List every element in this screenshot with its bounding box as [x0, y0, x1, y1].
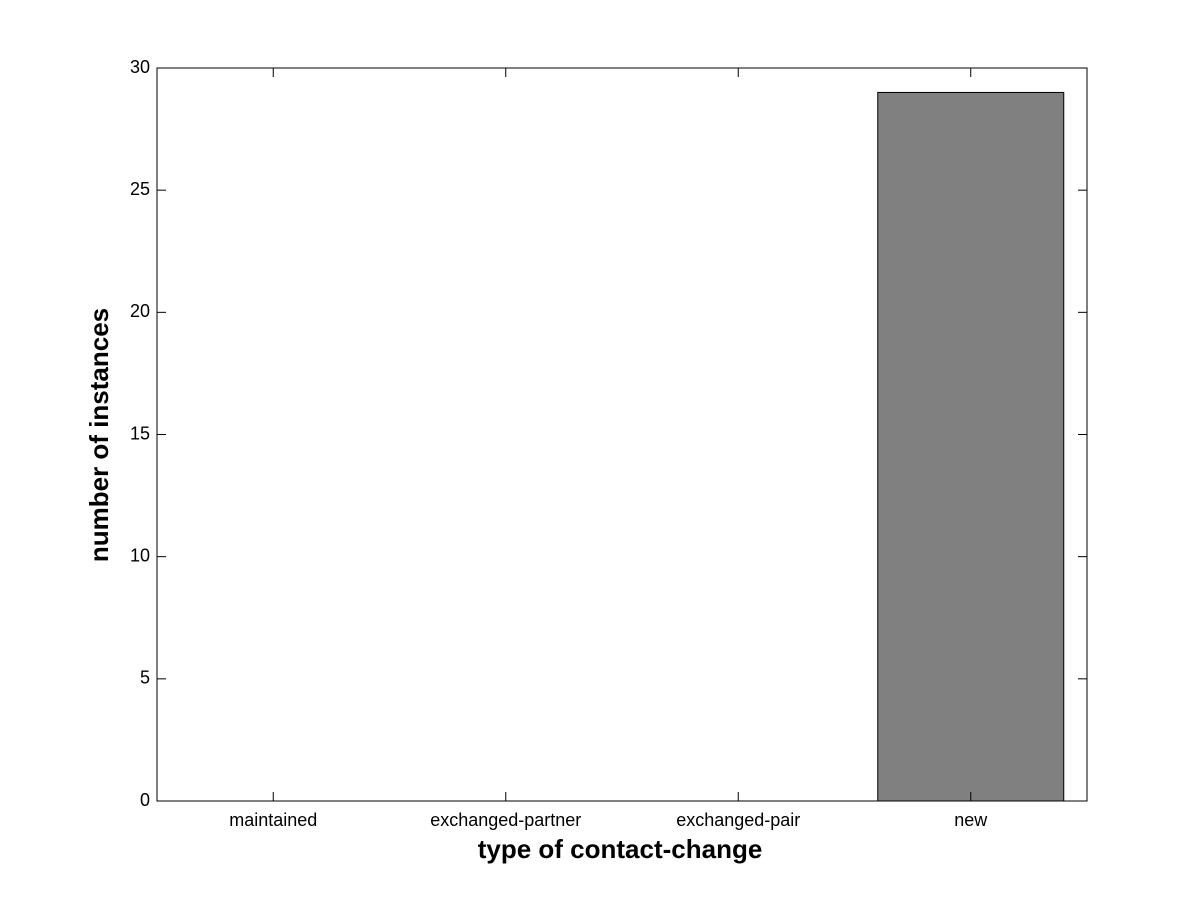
y-tick-label: 30	[130, 57, 150, 77]
x-axis-label: type of contact-change	[478, 834, 763, 864]
x-tick-label: maintained	[229, 810, 317, 830]
x-tick-label: exchanged-pair	[676, 810, 800, 830]
x-tick-label: new	[954, 810, 988, 830]
axes-box	[156, 67, 1088, 802]
y-tick-label: 20	[130, 301, 150, 321]
y-tick-label: 0	[140, 790, 150, 810]
y-tick-label: 15	[130, 423, 150, 443]
x-tick-label: exchanged-partner	[430, 810, 581, 830]
y-tick-label: 25	[130, 179, 150, 199]
bar	[877, 91, 1065, 802]
y-tick-label: 5	[140, 668, 150, 688]
y-axis-label: number of instances	[84, 308, 114, 562]
y-tick-label: 10	[130, 545, 150, 565]
